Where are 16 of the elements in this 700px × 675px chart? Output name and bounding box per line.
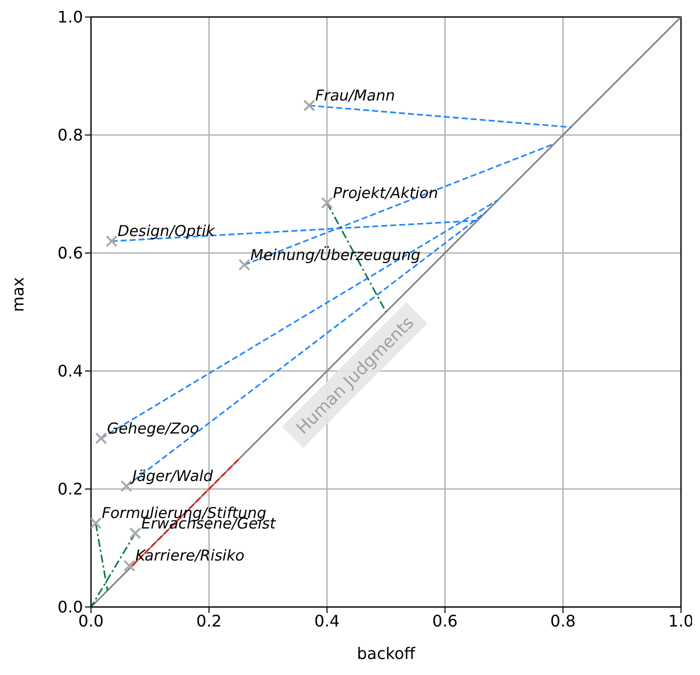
series-label: Gehege/Zoo	[107, 419, 200, 438]
series-label: Karriere/Risiko	[135, 546, 244, 565]
y-tick-label: 0.6	[58, 244, 83, 263]
y-tick-label: 1.0	[58, 8, 83, 27]
y-tick-label: 0.4	[58, 362, 83, 381]
y-tick-label: 0.8	[58, 126, 83, 145]
y-axis-title: max	[8, 277, 28, 312]
x-tick-label: 0.4	[314, 611, 340, 630]
x-tick-label: 0.2	[196, 611, 222, 630]
x-axis-title: backoff	[356, 644, 416, 663]
series-label: Design/Optik	[118, 222, 216, 240]
x-tick-label: 0.6	[432, 611, 458, 630]
series-label: Jäger/Wald	[129, 467, 214, 486]
x-tick-label: 0.8	[550, 611, 576, 630]
y-tick-label: 0.2	[58, 480, 83, 499]
series-label: Frau/Mann	[315, 86, 396, 104]
